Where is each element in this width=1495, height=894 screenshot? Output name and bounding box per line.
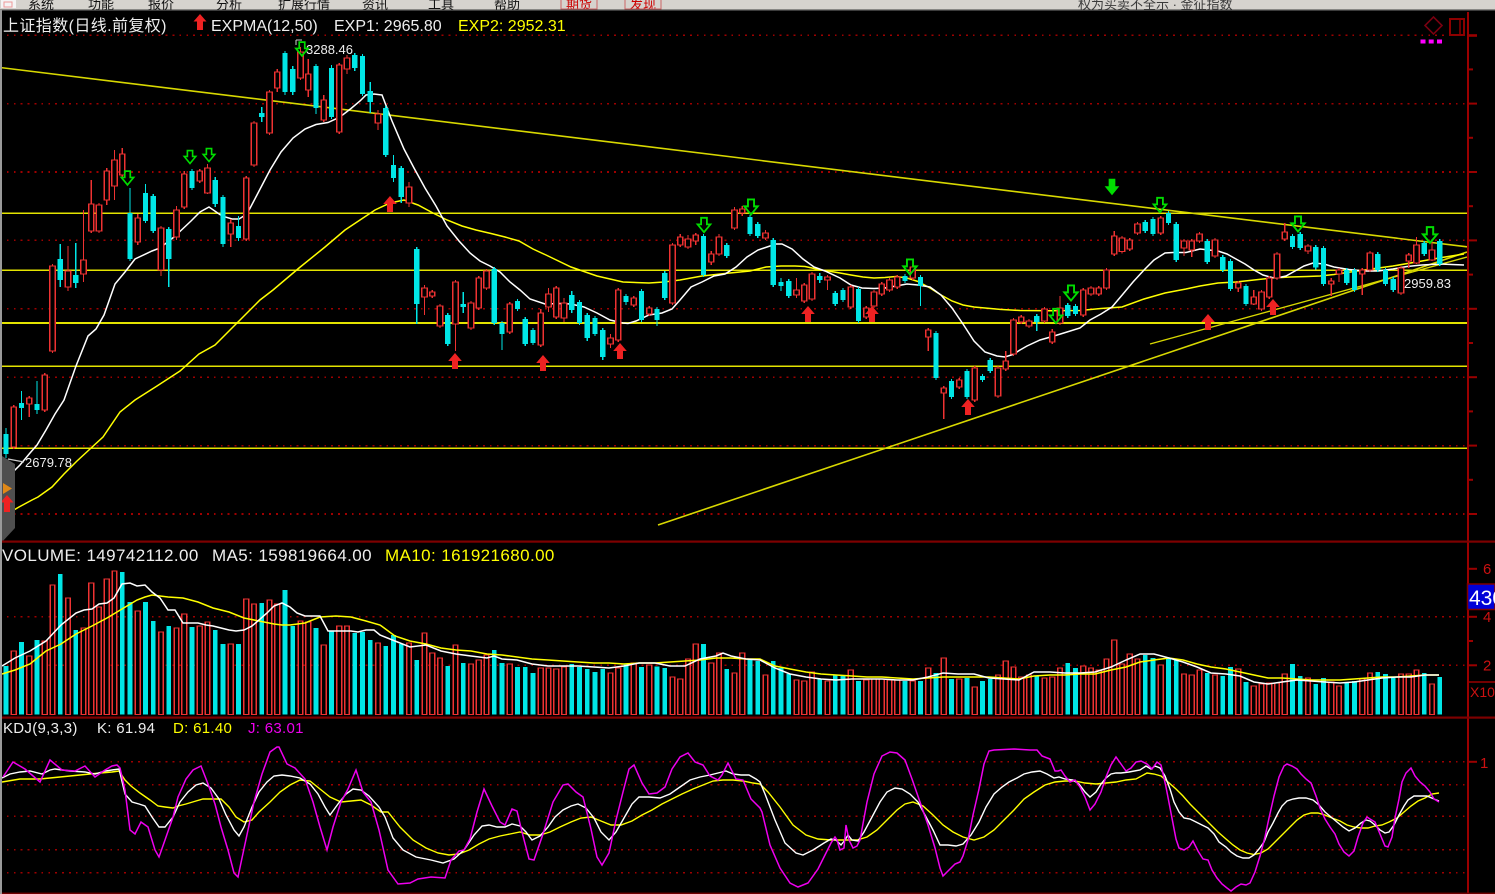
- svg-text:6: 6: [1483, 561, 1491, 578]
- svg-text:期货: 期货: [566, 0, 592, 12]
- svg-text:3288.46: 3288.46: [306, 42, 353, 57]
- svg-text:发现: 发现: [630, 0, 656, 12]
- svg-text:资讯: 资讯: [362, 0, 388, 12]
- svg-text:2: 2: [1483, 657, 1491, 674]
- svg-text:430: 430: [1469, 587, 1495, 610]
- svg-text:权为买卖不全示 · 金征指数: 权为买卖不全示 · 金征指数: [1078, 0, 1233, 12]
- svg-text:系统: 系统: [28, 0, 54, 12]
- svg-text:2959.83: 2959.83: [1404, 276, 1451, 291]
- svg-text:X10: X10: [1470, 684, 1495, 700]
- svg-text:帮助: 帮助: [494, 0, 520, 12]
- svg-text:分析: 分析: [216, 0, 242, 12]
- svg-text:扩展行情: 扩展行情: [278, 0, 330, 12]
- svg-text:报价: 报价: [148, 0, 174, 12]
- svg-text:KDJ(9,3,3)K: 61.94D: 61.40J: 6: KDJ(9,3,3) K: 61.94 D: 61.40 J: 63.01: [3, 720, 304, 737]
- svg-text:2679.78: 2679.78: [25, 455, 72, 470]
- svg-text:工具: 工具: [428, 0, 454, 12]
- svg-text:1: 1: [1480, 755, 1488, 772]
- svg-text:4: 4: [1483, 609, 1491, 626]
- svg-text:功能: 功能: [88, 0, 114, 12]
- svg-text:上证指数(日线.前复权): 上证指数(日线.前复权): [3, 17, 167, 35]
